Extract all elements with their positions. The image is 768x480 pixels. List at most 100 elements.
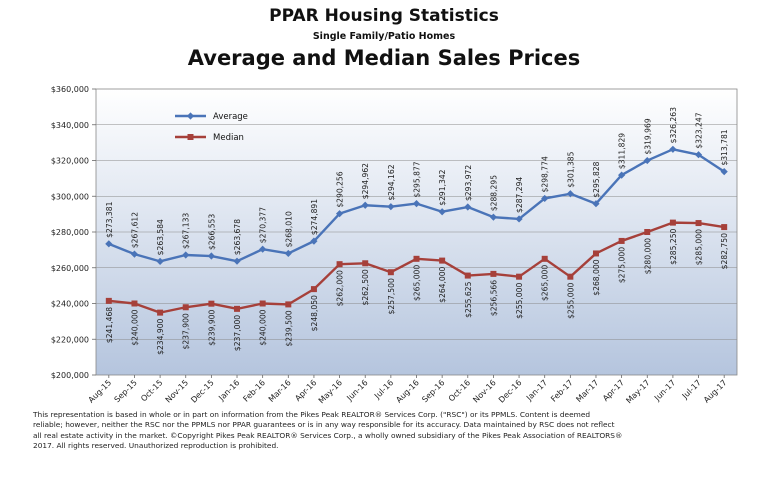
x-tick-label: Sep-15 [113,378,139,404]
data-point [208,300,215,307]
data-point [541,255,548,262]
x-tick-label: Feb-17 [549,378,575,404]
data-label: $319,969 [643,118,652,154]
data-point [105,240,113,248]
data-point [490,270,497,277]
data-point [566,190,574,198]
legend-marker [186,112,195,120]
data-point [362,260,369,267]
y-tick-label: $360,000 [51,85,89,94]
data-label: $323,247 [695,112,704,148]
data-label: $263,584 [156,219,165,255]
disclaimer-line: 2017. All rights reserved. Unauthorized … [33,441,279,451]
data-label: $248,050 [310,295,319,331]
x-tick-label: May-16 [317,378,344,405]
data-point [285,301,292,308]
data-point [233,257,241,265]
y-tick-label: $240,000 [51,300,89,309]
data-label: $290,256 [336,171,345,207]
data-point [464,272,471,279]
data-point [156,257,164,265]
data-label: $255,625 [464,281,473,317]
data-label: $240,000 [130,309,139,345]
data-label: $288,295 [489,175,498,211]
data-label: $241,468 [105,307,114,343]
x-tick-label: Jun-17 [652,378,677,403]
y-tick-label: $340,000 [51,121,89,130]
data-label: $282,750 [720,233,729,269]
data-label: $280,000 [643,238,652,274]
data-point [131,300,138,307]
chart-heading: Average and Median Sales Prices [187,46,581,70]
data-label: $301,385 [566,151,575,187]
data-label: $285,250 [669,228,678,264]
data-point [516,273,523,280]
x-tick-label: May-17 [624,378,651,405]
data-point [310,286,317,293]
data-point [439,257,446,264]
chart-title: PPAR Housing Statistics [269,6,499,26]
data-label: $285,000 [695,229,704,265]
y-tick-label: $200,000 [51,371,89,380]
data-label: $267,133 [182,213,191,249]
data-point [515,215,523,223]
x-tick-label: Mar-17 [574,378,600,404]
data-point [618,171,626,179]
data-point [157,309,164,316]
data-label: $274,891 [310,199,319,235]
x-tick-label: Sep-16 [420,378,446,404]
data-label: $262,500 [361,269,370,305]
x-tick-label: Jun-16 [344,378,369,403]
data-point [644,229,651,235]
data-label: $287,294 [515,177,524,213]
data-label: $326,263 [669,107,678,143]
data-point [310,237,318,245]
data-label: $270,377 [259,207,268,243]
gridlines [96,124,737,340]
data-label: $268,000 [592,259,601,295]
data-label: $265,000 [541,265,550,301]
data-point [721,224,728,231]
x-tick-label: Jul-17 [680,378,703,401]
y-tick-label: $320,000 [51,157,89,166]
data-label: $263,678 [233,219,242,255]
data-point [592,250,599,257]
data-point [387,269,394,276]
data-label: $313,781 [720,129,729,165]
x-tick-label: Dec-16 [497,378,524,405]
disclaimer-line: all real estate activity in the market. … [33,430,623,440]
data-label: $295,877 [413,161,422,197]
data-label: $294,962 [361,163,370,199]
x-tick-label: Oct-16 [447,378,472,403]
x-tick-label: Nov-15 [164,378,190,404]
data-point [182,304,189,311]
data-label: $295,828 [592,161,601,197]
data-label: $237,000 [233,315,242,351]
chart-subtitle: Single Family/Patio Homes [312,31,456,42]
data-label: $237,900 [182,313,191,349]
data-point [694,151,703,159]
x-tick-label: Jan-16 [216,378,241,403]
y-tick-label: $220,000 [51,335,89,344]
data-point [105,297,112,304]
data-label: $240,000 [259,309,268,345]
x-tick-label: Jul-16 [372,378,395,401]
data-point [541,194,549,203]
data-point [207,252,215,260]
x-tick-label: Aug-15 [87,378,114,405]
data-label: $239,900 [207,310,216,346]
legend-label: Average [213,112,248,122]
legend-label: Median [213,133,244,143]
data-label: $267,612 [130,212,139,248]
x-tick-label: Apr-17 [601,378,626,403]
x-axis: Aug-15 Sep-15 Oct-15 Nov-15 Dec-15 Jan-16 Feb-… [87,375,729,405]
data-point [567,273,574,280]
data-point [182,251,190,259]
y-tick-label: $280,000 [51,228,89,237]
x-tick-label: Jan-17 [524,378,549,403]
data-point [130,250,139,258]
data-point [669,219,676,226]
data-label: $311,829 [618,133,627,169]
y-tick-label: $260,000 [51,264,89,273]
y-tick-label: $300,000 [51,192,89,201]
